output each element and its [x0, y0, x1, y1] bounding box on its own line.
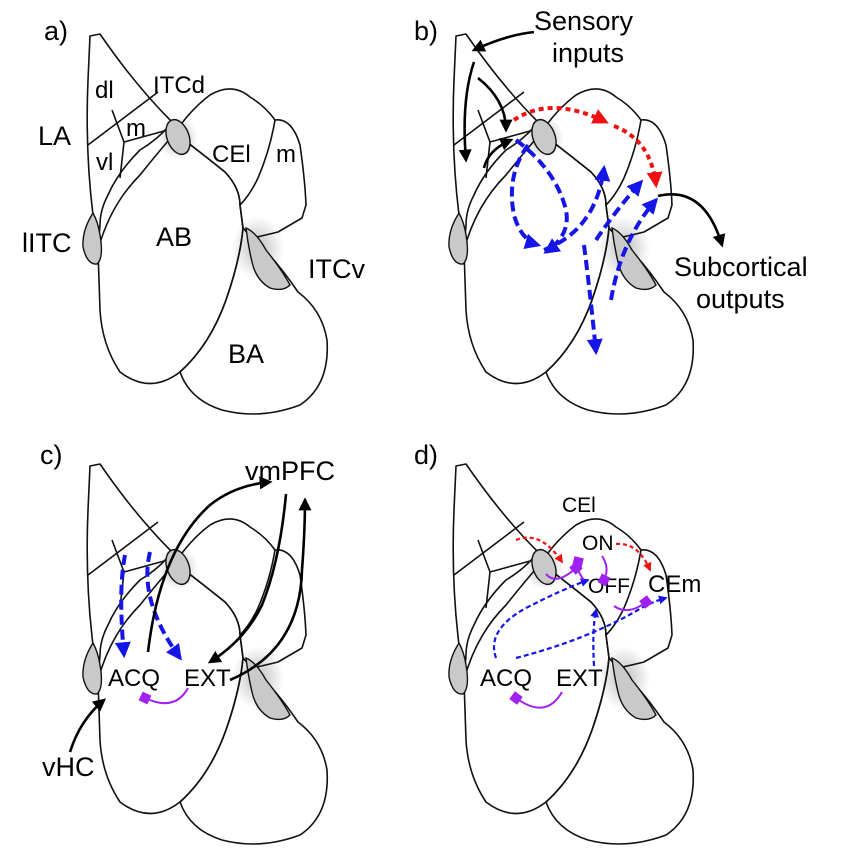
panel-b-letter: b) — [414, 16, 438, 46]
sensory-arrow-top — [471, 30, 535, 52]
red-arrow-to-on — [515, 536, 563, 564]
sensory-label-line2: inputs — [552, 38, 624, 68]
label-itcv: ITCv — [308, 254, 365, 284]
blue-arrow-acq-to-cem — [515, 595, 668, 660]
sensory-arrow-down — [458, 61, 476, 163]
purple-itcd — [545, 561, 583, 580]
purple-ext-to-acq — [138, 687, 189, 705]
label-la: LA — [38, 121, 71, 151]
arrow-vmpfc-to-ext — [207, 493, 288, 664]
blue-arrow-up-right1 — [594, 179, 644, 242]
off-label: OFF — [588, 575, 630, 598]
subcortical-label-line2: outputs — [696, 284, 785, 314]
purple-on-to-off — [597, 555, 611, 587]
sensory-label-line1: Sensory — [534, 6, 634, 36]
blue-arrow-la-to-ext — [145, 551, 182, 661]
ext-label: EXT — [184, 665, 231, 692]
panel-a-letter: a) — [44, 16, 68, 46]
red-arrow-la-to-cel — [512, 106, 609, 124]
label-vl: vl — [96, 149, 113, 176]
on-label: ON — [582, 532, 614, 555]
blue-arrow-la-to-acq — [114, 554, 131, 659]
sensory-arrow-up — [482, 138, 514, 169]
purple-off-to-cem — [613, 595, 653, 612]
panel-c: c) vmPFC ACQ EXT vHC — [40, 440, 335, 845]
vhc-label: vHC — [42, 752, 95, 782]
label-ab: AB — [156, 222, 192, 252]
vmpfc-label: vmPFC — [245, 456, 335, 486]
arrow-ext-to-vmpfc — [229, 497, 312, 682]
sensory-arrow-lower — [477, 76, 513, 133]
acq-label-d: ACQ — [480, 665, 532, 692]
label-dl: dl — [95, 77, 114, 104]
cem-label: CEm — [648, 571, 701, 598]
panel-d: d) CEl ON OFF CEm ACQ EXT — [414, 440, 701, 845]
purple-ext-to-acq-d — [509, 691, 563, 709]
arrow-vhc-to-acq — [68, 698, 106, 753]
subcortical-label-line1: Subcortical — [674, 252, 808, 282]
ext-label-d: EXT — [556, 665, 603, 692]
label-m-la: m — [126, 115, 146, 142]
label-itcd: ITCd — [153, 72, 205, 99]
cel-label: CEl — [562, 494, 596, 517]
acq-label: ACQ — [108, 665, 160, 692]
blue-arrow-up-right2 — [609, 197, 659, 301]
panel-c-letter: c) — [40, 440, 63, 470]
subcortical-arrow — [657, 193, 726, 248]
label-ba: BA — [228, 339, 264, 369]
label-cel: CEl — [212, 141, 251, 168]
panel-d-letter: d) — [414, 440, 438, 470]
blue-arrow-down — [582, 244, 603, 356]
purple-off-to-on — [572, 556, 585, 581]
label-m-ce: m — [276, 141, 296, 168]
red-arrow-cel-to-cem — [613, 124, 663, 189]
panel-b: b) Sensory inputs Subcortical outputs — [414, 6, 808, 415]
blue-arrow-acq-to-off — [492, 578, 590, 659]
blue-arrow-loop-right — [543, 164, 611, 252]
red-arrow-on-to-cem — [615, 542, 652, 572]
panel-a: a) dl ITCd LA m vl CEl m lITC AB ITCv BA — [22, 16, 365, 415]
arrow-acq-to-vmpfc — [146, 476, 273, 653]
blue-arrow-ext-to-off — [590, 608, 599, 667]
blue-arrow-loop-left — [509, 143, 542, 250]
label-litc: lITC — [22, 228, 72, 258]
